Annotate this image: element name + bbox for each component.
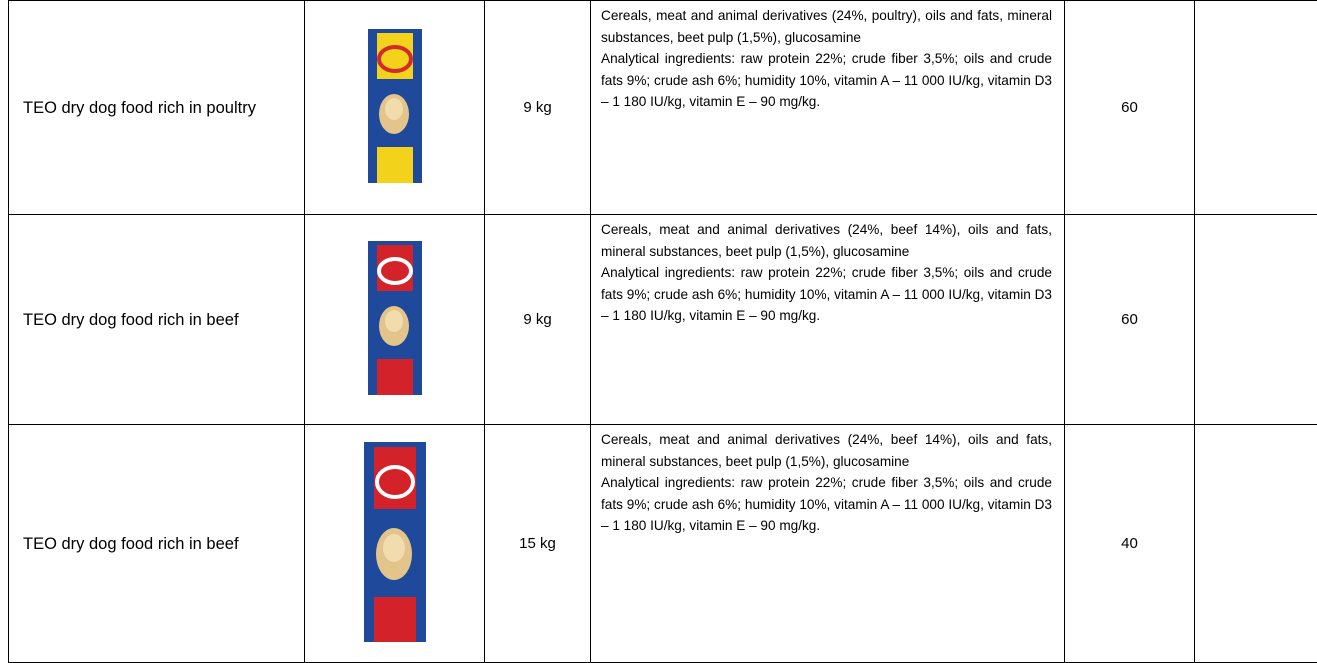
- product-name: TEO dry dog food rich in beef: [9, 425, 305, 663]
- product-table: TEO dry dog food rich in poultry 9 kg Ce…: [8, 0, 1317, 663]
- empty-cell: [1195, 215, 1317, 425]
- row: TEO dry dog food rich in beef 9 kg Cerea…: [9, 215, 1317, 425]
- description: Cereals, meat and animal derivatives (24…: [591, 1, 1065, 215]
- analytical: Analytical ingredients: raw protein 22%;…: [601, 262, 1052, 327]
- product-image-cell: [305, 425, 485, 663]
- analytical: Analytical ingredients: raw protein 22%;…: [601, 48, 1052, 113]
- description: Cereals, meat and animal derivatives (24…: [591, 215, 1065, 425]
- row: TEO dry dog food rich in beef 15 kg Cere…: [9, 425, 1317, 663]
- quantity: 60: [1065, 1, 1195, 215]
- product-name: TEO dry dog food rich in poultry: [9, 1, 305, 215]
- product-name: TEO dry dog food rich in beef: [9, 215, 305, 425]
- empty-cell: [1195, 425, 1317, 663]
- product-image: [366, 241, 424, 395]
- quantity: 60: [1065, 215, 1195, 425]
- quantity: 40: [1065, 425, 1195, 663]
- analytical: Analytical ingredients: raw protein 22%;…: [601, 472, 1052, 537]
- empty-cell: [1195, 1, 1317, 215]
- description: Cereals, meat and animal derivatives (24…: [591, 425, 1065, 663]
- composition: Cereals, meat and animal derivatives (24…: [601, 219, 1052, 262]
- row: TEO dry dog food rich in poultry 9 kg Ce…: [9, 1, 1317, 215]
- weight: 15 kg: [485, 425, 591, 663]
- product-image-cell: [305, 215, 485, 425]
- weight: 9 kg: [485, 1, 591, 215]
- composition: Cereals, meat and animal derivatives (24…: [601, 429, 1052, 472]
- product-image-cell: [305, 1, 485, 215]
- product-image: [366, 29, 424, 183]
- composition: Cereals, meat and animal derivatives (24…: [601, 5, 1052, 48]
- product-image: [362, 442, 428, 642]
- weight: 9 kg: [485, 215, 591, 425]
- page: TEO dry dog food rich in poultry 9 kg Ce…: [0, 0, 1317, 662]
